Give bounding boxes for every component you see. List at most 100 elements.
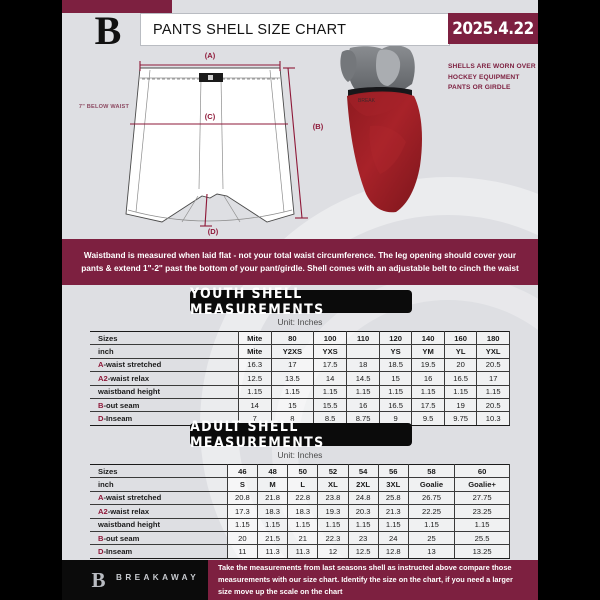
page-header: B PANTS SHELL SIZE CHART 2025.4.22 bbox=[62, 11, 538, 51]
row-label-key: A2 bbox=[98, 506, 108, 516]
table-cell: 100 bbox=[312, 330, 348, 346]
table-cell: 11.3 bbox=[256, 544, 289, 559]
table-cell: 27.75 bbox=[454, 490, 510, 506]
below-waist-note: 7" BELOW WAIST bbox=[78, 104, 130, 110]
table-cell: S bbox=[226, 477, 258, 492]
row-label: A2-waist relax bbox=[90, 371, 239, 386]
table-cell: 10.3 bbox=[476, 411, 510, 426]
table-cell bbox=[346, 344, 380, 359]
table-cell: 25.5 bbox=[454, 530, 510, 546]
table-cell: 1.15 bbox=[226, 517, 258, 532]
table-cell: 18.5 bbox=[378, 357, 413, 373]
table-cell: 23 bbox=[347, 530, 379, 546]
row-label-key: A2 bbox=[98, 373, 108, 383]
youth-unit-label: Unit: Inches bbox=[277, 317, 323, 327]
table-cell: 20.5 bbox=[476, 397, 510, 413]
table-cell: 1.15 bbox=[377, 517, 409, 532]
table-cell: 23.25 bbox=[454, 504, 510, 519]
table-cell: 7 bbox=[237, 411, 272, 426]
row-label-key: A bbox=[98, 360, 104, 370]
photo-note: SHELLS ARE WORN OVER HOCKEY EQUIPMENT PA… bbox=[448, 63, 536, 92]
table-cell: XL bbox=[317, 477, 349, 492]
table-row: A-waist stretched 20.8 21.8 22.8 23.8 24.8 25.… bbox=[90, 490, 510, 506]
table-cell: 13.25 bbox=[454, 544, 510, 559]
table-cell: 80 bbox=[270, 330, 314, 346]
table-row: Sizes 46 48 50 52 54 56 58 60 bbox=[90, 463, 510, 479]
page-title-box: PANTS SHELL SIZE CHART bbox=[140, 13, 450, 46]
table-cell: 14.5 bbox=[346, 371, 380, 386]
page-title: PANTS SHELL SIZE CHART bbox=[153, 21, 347, 38]
date-text: 2025.4.22 bbox=[452, 18, 534, 39]
table-cell: 24.8 bbox=[347, 490, 379, 506]
youth-measurements-table: Sizes Mite 80 100 110 120 140 160 180 inch Mite Y2X… bbox=[90, 330, 510, 426]
table-row: waistband height 1.15 1.15 1.15 1.15 1.15 1.15… bbox=[90, 517, 510, 532]
row-label: Sizes bbox=[90, 330, 239, 346]
measurement-instruction-banner: Waistband is measured when laid flat - n… bbox=[62, 239, 538, 285]
table-cell: 9.75 bbox=[443, 411, 478, 426]
adult-section-heading: ADULT SHELL MEASUREMENTS bbox=[190, 419, 412, 451]
table-cell: 19.3 bbox=[317, 504, 349, 519]
youth-heading-text: YOUTH SHELL MEASUREMENTS bbox=[190, 285, 325, 318]
table-cell: 50 bbox=[287, 463, 319, 479]
brand-logo-letter-icon: B bbox=[94, 8, 122, 53]
table-cell: 1.15 bbox=[476, 384, 510, 399]
adult-measurements-table: Sizes 46 48 50 52 54 56 58 60 inch S M L XL 2XL 3XL Goal… bbox=[90, 463, 510, 559]
row-label: inch bbox=[90, 477, 228, 492]
product-photo-svg: BREAK bbox=[340, 45, 422, 213]
row-label: A-waist stretched bbox=[90, 357, 239, 373]
page-footer: B BREAKAWAY Take the measurements from l… bbox=[62, 560, 538, 600]
row-label: B-out seam bbox=[90, 530, 228, 546]
table-cell: YM bbox=[411, 344, 445, 359]
table-cell: L bbox=[287, 477, 319, 492]
table-cell: 12.5 bbox=[347, 544, 379, 559]
row-label-key: D bbox=[98, 547, 104, 557]
table-cell: 8.75 bbox=[346, 411, 380, 426]
table-cell: YL bbox=[443, 344, 478, 359]
row-label-key: B bbox=[98, 400, 104, 410]
table-cell: 1.15 bbox=[312, 384, 348, 399]
table-row: inch Mite Y2XS YXS YS YM YL YXL bbox=[90, 344, 510, 359]
table-cell: 16 bbox=[346, 397, 380, 413]
table-cell: 18.3 bbox=[256, 504, 289, 519]
adult-heading-text: ADULT SHELL MEASUREMENTS bbox=[190, 418, 325, 451]
table-row: inch S M L XL 2XL 3XL Goalie Goalie+ bbox=[90, 477, 510, 492]
table-cell: 16.5 bbox=[378, 397, 413, 413]
table-cell: 1.15 bbox=[378, 384, 413, 399]
measurement-instruction-text: Waistband is measured when laid flat - n… bbox=[81, 249, 519, 273]
brand-logo: B bbox=[76, 9, 138, 53]
table-cell: 1.15 bbox=[443, 384, 478, 399]
table-cell: Mite bbox=[237, 344, 272, 359]
table-cell: 22.3 bbox=[317, 530, 349, 546]
table-cell: 11.3 bbox=[287, 544, 319, 559]
table-cell: 22.25 bbox=[407, 504, 456, 519]
row-label: inch bbox=[90, 344, 239, 359]
table-cell: 120 bbox=[378, 330, 413, 346]
table-cell: 21.5 bbox=[256, 530, 289, 546]
table-cell: 15 bbox=[270, 397, 314, 413]
table-cell: 26.75 bbox=[407, 490, 456, 506]
table-cell: 12.8 bbox=[377, 544, 409, 559]
table-cell: 19 bbox=[443, 397, 478, 413]
table-cell: 19.5 bbox=[411, 357, 445, 373]
table-cell: 21 bbox=[287, 530, 319, 546]
row-label: waistband height bbox=[90, 517, 228, 532]
table-cell: 17.3 bbox=[226, 504, 258, 519]
table-cell: 24 bbox=[377, 530, 409, 546]
table-cell: YXS bbox=[312, 344, 348, 359]
table-cell: 1.15 bbox=[346, 384, 380, 399]
table-cell: YS bbox=[378, 344, 413, 359]
footer-note-text: Take the measurements from last seasons … bbox=[218, 562, 513, 597]
table-cell: 21.3 bbox=[377, 504, 409, 519]
table-row: A2-waist relax 17.3 18.3 18.3 19.3 20.3 21.3 22… bbox=[90, 504, 510, 519]
footer-note-box: Take the measurements from last seasons … bbox=[208, 560, 538, 600]
table-cell: 58 bbox=[407, 463, 456, 479]
table-cell: 17.5 bbox=[312, 357, 348, 373]
table-cell: 48 bbox=[256, 463, 289, 479]
table-cell: 1.15 bbox=[237, 384, 272, 399]
table-row: waistband height 1.15 1.15 1.15 1.15 1.15 1.15… bbox=[90, 384, 510, 399]
diagram-label-c: (C) bbox=[205, 112, 216, 121]
table-cell: 110 bbox=[346, 330, 380, 346]
table-cell: 1.15 bbox=[347, 517, 379, 532]
table-cell: 25 bbox=[407, 530, 456, 546]
